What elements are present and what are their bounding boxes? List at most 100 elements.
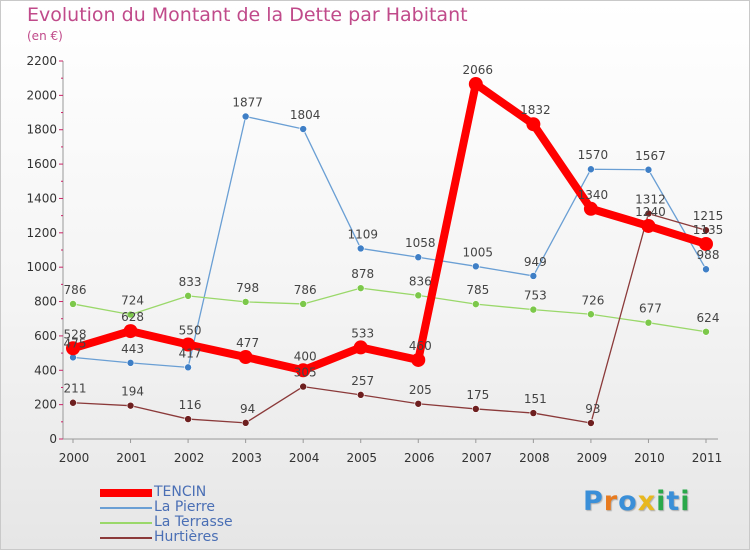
- data-label-hurti-res: 94: [240, 402, 255, 416]
- logo-letter: t: [666, 486, 681, 517]
- data-point-la-pierre: [702, 265, 710, 274]
- data-label-la-terrasse: 785: [466, 283, 489, 297]
- y-tick-label: 600: [34, 329, 57, 343]
- data-point-hurti-res: [184, 415, 192, 423]
- data-label-tencin: 1832: [520, 103, 551, 117]
- data-point-hurti-res: [472, 405, 480, 413]
- data-point-la-terrasse: [69, 300, 77, 308]
- data-label-hurti-res: 211: [64, 382, 87, 396]
- y-tick-label: 2000: [26, 88, 57, 102]
- data-point-la-pierre: [644, 165, 653, 174]
- y-tick-label: 800: [34, 295, 57, 309]
- logo-letter: P: [583, 486, 604, 517]
- data-label-hurti-res: 194: [121, 385, 144, 399]
- data-point-la-pierre: [299, 125, 307, 133]
- series-line-hurti-res: [72, 212, 707, 424]
- series-line-la-pierre: [72, 115, 707, 369]
- proxiti-logo: Proxiti: [583, 486, 691, 517]
- data-label-la-pierre: 417: [179, 346, 202, 360]
- legend-label: La Pierre: [154, 499, 216, 515]
- data-point-la-terrasse: [644, 318, 653, 327]
- data-label-la-terrasse: 836: [409, 274, 432, 288]
- data-point-tencin: [526, 117, 541, 132]
- logo-letter: x: [637, 486, 657, 517]
- x-tick-label: 2002: [174, 451, 205, 465]
- series-line-tencin: [71, 80, 708, 375]
- data-label-hurti-res: 1312: [635, 193, 666, 207]
- data-label-la-pierre: 1109: [347, 227, 378, 241]
- data-label-tencin: 1340: [578, 188, 609, 202]
- data-label-la-pierre: 475: [64, 336, 87, 350]
- data-label-la-terrasse: 833: [179, 275, 202, 289]
- unit-label: (en €): [27, 29, 63, 43]
- x-tick-label: 2010: [634, 451, 665, 465]
- legend-swatch: [100, 507, 152, 509]
- x-tick-label: 2007: [462, 451, 493, 465]
- data-label-la-terrasse: 786: [294, 283, 317, 297]
- data-label-la-terrasse: 878: [351, 267, 374, 281]
- data-point-hurti-res: [299, 382, 307, 391]
- logo-letter: o: [618, 486, 638, 517]
- x-tick-label: 2009: [577, 451, 608, 465]
- chart-title: Evolution du Montant de la Dette par Hab…: [27, 4, 468, 26]
- data-point-tencin: [238, 350, 253, 365]
- legend-swatch: [100, 522, 152, 524]
- data-label-hurti-res: 257: [351, 374, 374, 388]
- x-tick-label: 2004: [289, 451, 320, 465]
- data-label-la-pierre: 988: [697, 248, 720, 262]
- data-point-tencin: [699, 236, 713, 251]
- data-label-la-pierre: 1877: [232, 95, 263, 109]
- legend-swatch: [100, 537, 152, 539]
- data-point-hurti-res: [702, 226, 710, 235]
- data-point-tencin: [123, 324, 138, 339]
- data-point-la-terrasse: [529, 305, 538, 314]
- data-point-la-terrasse: [126, 310, 135, 319]
- data-label-la-terrasse: 724: [121, 294, 144, 308]
- data-point-hurti-res: [414, 399, 423, 408]
- data-label-tencin: 628: [121, 310, 144, 324]
- data-label-hurti-res: 175: [466, 388, 489, 402]
- data-label-tencin: 460: [409, 339, 432, 353]
- data-point-la-terrasse: [356, 284, 365, 292]
- data-label-la-terrasse: 726: [581, 293, 604, 307]
- legend-label: TENCIN: [154, 484, 207, 500]
- x-tick-label: 2003: [231, 451, 262, 465]
- data-label-la-pierre: 1570: [578, 148, 609, 162]
- logo-letter: i: [680, 486, 691, 517]
- data-point-tencin: [353, 340, 368, 355]
- logo-letter: r: [603, 486, 619, 517]
- x-tick-label: 2000: [59, 451, 90, 465]
- x-tick-label: 2006: [404, 451, 435, 465]
- data-point-la-pierre: [356, 244, 365, 253]
- data-point-la-pierre: [241, 112, 250, 121]
- data-label-tencin: 477: [236, 336, 259, 350]
- data-label-la-pierre: 949: [524, 255, 547, 269]
- data-point-la-pierre: [529, 272, 538, 280]
- data-label-tencin: 550: [179, 324, 202, 338]
- data-point-la-pierre: [414, 253, 423, 262]
- data-point-hurti-res: [69, 398, 77, 407]
- data-point-la-pierre: [472, 262, 480, 271]
- x-tick-label: 2011: [692, 451, 723, 465]
- data-label-la-terrasse: 624: [697, 311, 720, 325]
- y-tick-label: 400: [34, 363, 57, 377]
- data-point-la-terrasse: [184, 292, 192, 300]
- y-tick-label: 0: [49, 432, 57, 446]
- data-label-la-pierre: 443: [121, 342, 144, 356]
- data-label-la-terrasse: 753: [524, 289, 547, 303]
- data-point-tencin: [66, 341, 80, 356]
- data-label-hurti-res: 93: [585, 402, 600, 416]
- data-point-hurti-res: [644, 209, 653, 218]
- data-point-hurti-res: [587, 419, 595, 427]
- data-point-tencin: [641, 218, 656, 233]
- data-point-la-terrasse: [702, 327, 710, 336]
- data-point-la-pierre: [184, 363, 192, 372]
- data-point-tencin: [296, 363, 311, 378]
- data-point-la-terrasse: [299, 300, 307, 308]
- data-label-la-terrasse: 798: [236, 281, 259, 295]
- data-point-hurti-res: [529, 409, 538, 417]
- y-tick-label: 200: [34, 398, 57, 412]
- data-label-tencin: 1135: [693, 223, 724, 237]
